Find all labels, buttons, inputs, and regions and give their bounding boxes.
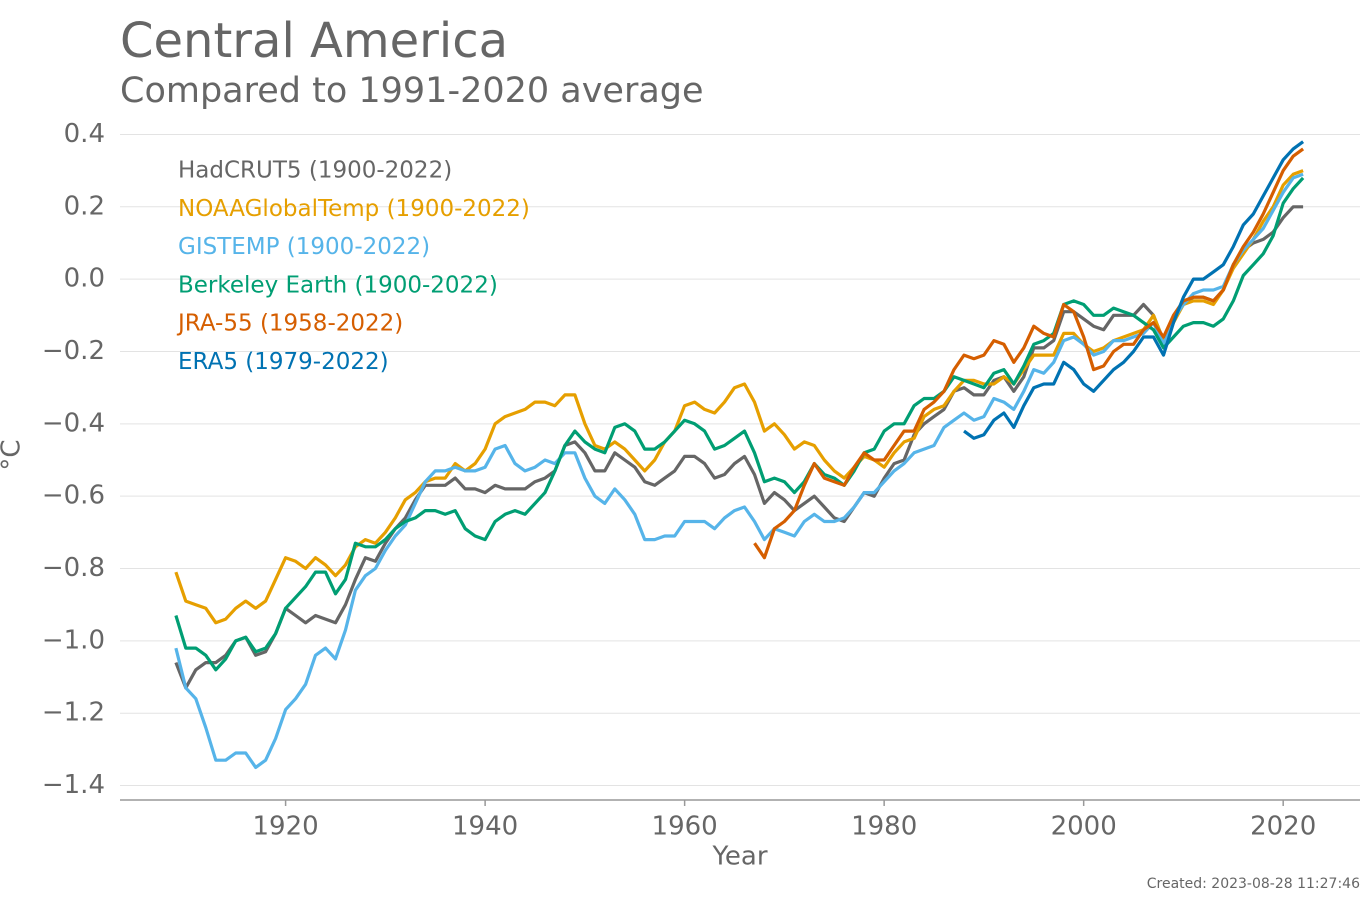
x-tick-label: 1920 (253, 812, 319, 842)
legend-entry: ERA5 (1979-2022) (178, 349, 389, 375)
legend-entry: JRA-55 (1958-2022) (176, 311, 403, 337)
y-tick-label: −0.4 (42, 408, 105, 438)
y-tick-label: −1.0 (42, 625, 105, 655)
y-tick-label: −0.2 (42, 336, 105, 366)
created-note: Created: 2023-08-28 11:27:46 (1147, 876, 1360, 892)
chart-subtitle: Compared to 1991-2020 average (120, 71, 704, 111)
series-line (963, 140, 1305, 440)
x-axis-label: Year (711, 842, 767, 872)
legend-entry: NOAAGlobalTemp (1900-2022) (178, 196, 530, 222)
legend-entry: Berkeley Earth (1900-2022) (178, 272, 498, 298)
y-tick-label: −1.2 (42, 698, 105, 728)
y-tick-label: 0.0 (64, 264, 105, 294)
legend-entry: GISTEMP (1900-2022) (178, 234, 430, 260)
x-tick-label: 2020 (1250, 812, 1316, 842)
y-tick-label: 0.2 (64, 191, 105, 221)
y-tick-label: −1.4 (42, 770, 105, 800)
y-tick-label: −0.6 (42, 481, 105, 511)
legend-entry: HadCRUT5 (1900-2022) (178, 158, 452, 184)
x-tick-label: 1960 (652, 812, 718, 842)
x-tick-label: 2000 (1051, 812, 1117, 842)
x-tick-label: 1980 (851, 812, 917, 842)
x-tick-label: 1940 (452, 812, 518, 842)
y-tick-label: −0.8 (42, 553, 105, 583)
series-line (174, 176, 1305, 672)
series-line (174, 205, 1304, 690)
y-tick-label: 0.4 (64, 119, 105, 149)
chart-title: Central America (120, 13, 508, 69)
series-line (753, 147, 1305, 560)
series-line (174, 172, 1304, 769)
y-axis-label: °C (0, 439, 27, 470)
